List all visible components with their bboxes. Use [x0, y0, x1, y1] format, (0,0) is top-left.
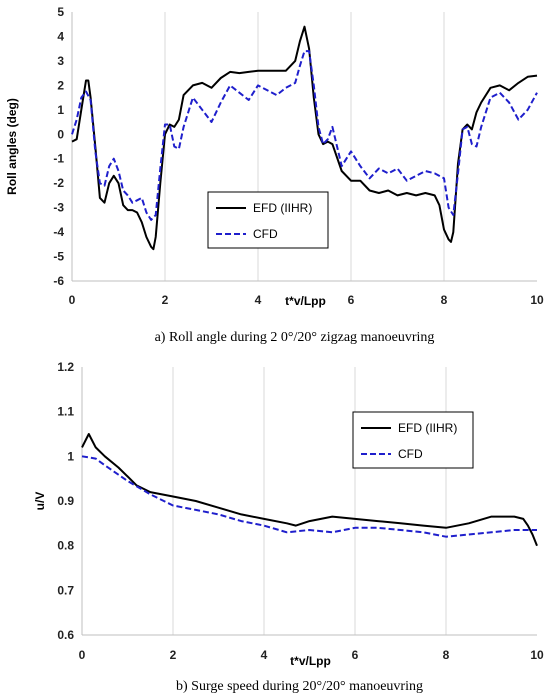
y-tick-label: -5 — [53, 250, 64, 264]
series-line-cfd — [81, 455, 537, 538]
y-tick-label: 4 — [57, 29, 64, 43]
x-tick-label: 0 — [79, 648, 86, 662]
y-tick-label: 0.8 — [57, 539, 74, 553]
y-tick-label: 5 — [57, 5, 64, 19]
y-axis-label: Roll angles (deg) — [5, 98, 19, 195]
legend-label: CFD — [253, 227, 278, 241]
legend-label: CFD — [398, 447, 423, 461]
y-tick-label: -2 — [53, 176, 64, 190]
y-tick-label: -4 — [53, 225, 64, 239]
y-tick-label: 1 — [67, 449, 74, 463]
x-tick-label: 10 — [530, 648, 544, 662]
x-label-backing — [275, 293, 336, 308]
y-tick-label: 1 — [57, 103, 64, 117]
series-line-efd — [71, 25, 538, 251]
y-tick-label: 3 — [57, 54, 64, 68]
x-tick-label: 8 — [441, 293, 448, 307]
x-tick-label: 8 — [443, 648, 450, 662]
y-tick-label: 0.7 — [57, 583, 74, 597]
x-tick-label: 6 — [348, 293, 355, 307]
x-axis-label: t*v/Lpp — [285, 294, 326, 308]
series-line-cfd — [71, 50, 538, 221]
x-tick-label: 4 — [255, 293, 262, 307]
x-tick-label: 4 — [261, 648, 268, 662]
y-tick-label: -3 — [53, 201, 64, 215]
series-line-efd — [81, 433, 538, 547]
legend-label: EFD (IIHR) — [253, 201, 312, 215]
x-tick-label: 2 — [170, 648, 177, 662]
y-axis-label: u/V — [33, 492, 47, 511]
x-tick-label: 2 — [162, 293, 169, 307]
y-tick-label: 1.2 — [57, 360, 74, 374]
roll-angle-chart: -6 -5 -4 -3 -2 -1 0 1 2 3 4 5 0 2 4 6 8 10 Roll angles (de… — [5, 5, 544, 345]
surge-speed-chart: 0.6 0.7 0.8 0.9 1 1.1 1.2 0 2 4 6 8 10 u/V t*v/Lpp EFD … — [33, 360, 544, 694]
x-tick-label: 0 — [69, 293, 76, 307]
y-tick-label: 0.6 — [57, 628, 74, 642]
chart-caption: b) Surge speed during 20°/20° manoeuvrin… — [176, 679, 423, 694]
y-tick-label: -6 — [53, 274, 64, 288]
x-tick-label: 10 — [530, 293, 544, 307]
legend-box — [207, 191, 329, 249]
chart-caption: a) Roll angle during 2 0°/20° zigzag man… — [155, 330, 435, 345]
y-tick-label: 0 — [57, 127, 64, 141]
x-axis-label: t*v/Lpp — [290, 654, 331, 668]
y-tick-label: -1 — [53, 152, 64, 166]
y-tick-label: 2 — [57, 78, 64, 92]
legend-label: EFD (IIHR) — [398, 421, 457, 435]
y-tick-label: 1.1 — [57, 405, 74, 419]
y-tick-label: 0.9 — [57, 494, 74, 508]
x-tick-label: 6 — [352, 648, 359, 662]
x-label-backing — [280, 653, 341, 668]
legend-box — [352, 411, 474, 469]
